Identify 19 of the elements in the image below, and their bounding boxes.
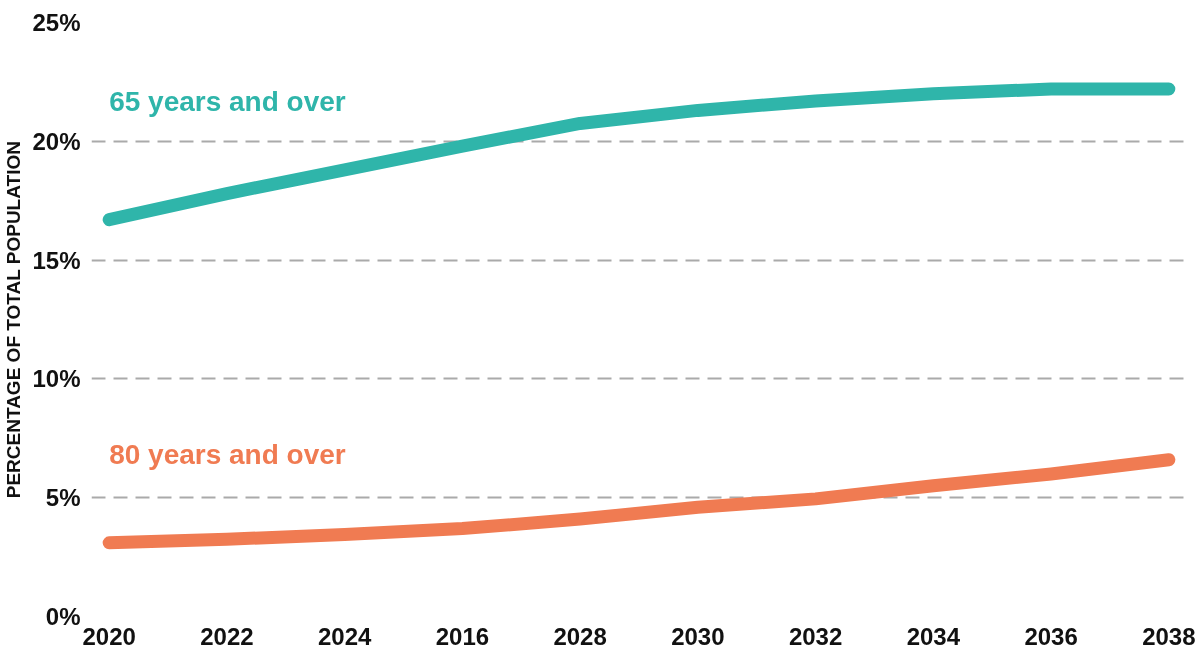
y-axis-title: PERCENTAGE OF TOTAL POPULATION bbox=[3, 141, 25, 499]
x-tick-label: 2022 bbox=[200, 622, 254, 647]
y-tick-label: 15% bbox=[32, 246, 81, 274]
series-label: 65 years and over bbox=[109, 86, 346, 118]
x-tick-label: 2024 bbox=[317, 622, 372, 647]
y-tick-label: 5% bbox=[45, 484, 81, 512]
x-tick-label: 2020 bbox=[82, 622, 136, 647]
y-tick-label: 0% bbox=[45, 603, 81, 630]
x-tick-label: 2038 bbox=[1142, 622, 1196, 647]
x-tick-label: 2028 bbox=[553, 622, 607, 647]
x-tick-label: 2036 bbox=[1024, 622, 1078, 647]
y-tick-label: 20% bbox=[32, 127, 81, 155]
x-tick-label: 2016 bbox=[435, 622, 490, 647]
x-tick-label: 2034 bbox=[906, 622, 961, 647]
x-tick-label: 2030 bbox=[671, 622, 725, 647]
x-tick-label: 2032 bbox=[788, 622, 843, 647]
text: 80 years and over bbox=[109, 439, 346, 471]
y-tick-label: 25% bbox=[32, 9, 81, 36]
y-tick-label: 10% bbox=[32, 365, 81, 393]
